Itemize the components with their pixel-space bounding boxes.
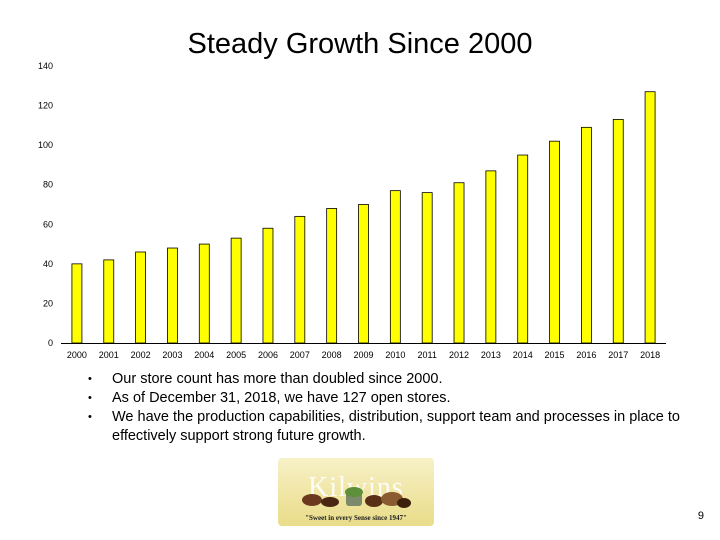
bullet-text: We have the production capabilities, dis… (112, 409, 680, 444)
x-tick-label: 2006 (258, 350, 278, 360)
bar-2015 (549, 140, 560, 344)
bar-2004 (198, 243, 210, 344)
bar-2003 (167, 247, 178, 344)
x-tick-label: 2008 (322, 350, 342, 360)
bullet-dot: • (88, 373, 92, 385)
bar-2005 (230, 237, 242, 344)
x-tick-label: 2000 (67, 350, 87, 360)
y-tick-label: 80 (43, 180, 53, 190)
bar-2016 (580, 126, 592, 344)
x-tick-label: 2009 (353, 350, 373, 360)
bar-2017 (612, 119, 624, 344)
x-axis: 2000 2001 2002 2003 2004 2005 2006 2007 2008 2009… (67, 350, 660, 360)
bar-series (71, 91, 656, 344)
x-tick-label: 2016 (576, 350, 596, 360)
bar-2008 (326, 208, 338, 344)
y-tick-label: 20 (43, 298, 53, 308)
x-tick-label: 2012 (449, 350, 469, 360)
x-tick-label: 2013 (481, 350, 501, 360)
y-tick-label: 140 (38, 61, 53, 71)
y-tick-label: 100 (38, 140, 53, 150)
x-tick-label: 2010 (385, 350, 405, 360)
bar-2018 (644, 91, 656, 344)
bar-2000 (71, 263, 83, 344)
y-axis: 0 20 40 60 80 100 120 140 (38, 61, 53, 348)
x-tick-label: 2007 (290, 350, 310, 360)
y-tick-label: 40 (43, 259, 53, 269)
chart-title: Steady Growth Since 2000 (187, 28, 533, 60)
bullet-item: • Our store count has more than doubled s… (84, 370, 684, 389)
y-tick-label: 120 (38, 101, 53, 111)
chocolate-treats-icon (302, 487, 411, 508)
x-tick-label: 2017 (608, 350, 628, 360)
logo-tagline: "Sweet in every Sense since 1947" (305, 514, 407, 522)
page-number: 9 (697, 510, 704, 522)
bar-2002 (135, 251, 147, 344)
company-logo: Kilwins "Sweet in every Sense since 1947… (278, 458, 434, 526)
bar-2006 (262, 227, 274, 344)
bullet-item: • As of December 31, 2018, we have 127 op… (84, 389, 684, 408)
x-tick-label: 2001 (99, 350, 119, 360)
x-tick-label: 2004 (194, 350, 214, 360)
bar-2001 (103, 259, 115, 344)
bar-2012 (453, 182, 465, 344)
bullet-text: As of December 31, 2018, we have 127 ope… (112, 390, 451, 406)
y-tick-label: 0 (48, 338, 53, 348)
x-tick-label: 2018 (640, 350, 660, 360)
x-tick-label: 2014 (513, 350, 533, 360)
bar-2013 (485, 170, 497, 344)
y-tick-label: 60 (43, 219, 53, 229)
bullet-text: Our store count has more than doubled si… (112, 371, 443, 387)
bar-2011 (421, 192, 433, 344)
x-tick-label: 2002 (131, 350, 151, 360)
bullet-list: • Our store count has more than doubled s… (84, 370, 684, 446)
x-tick-label: 2011 (418, 350, 437, 360)
bullet-dot: • (88, 411, 92, 423)
x-tick-label: 2003 (162, 350, 182, 360)
bar-2009 (358, 204, 369, 344)
bar-2007 (294, 215, 306, 344)
bullet-item: • We have the production capabilities, di… (84, 408, 684, 446)
x-tick-label: 2015 (545, 350, 565, 360)
x-tick-label: 2005 (226, 350, 246, 360)
bar-2010 (389, 190, 401, 344)
bar-2014 (517, 154, 529, 344)
bullet-dot: • (88, 392, 92, 404)
